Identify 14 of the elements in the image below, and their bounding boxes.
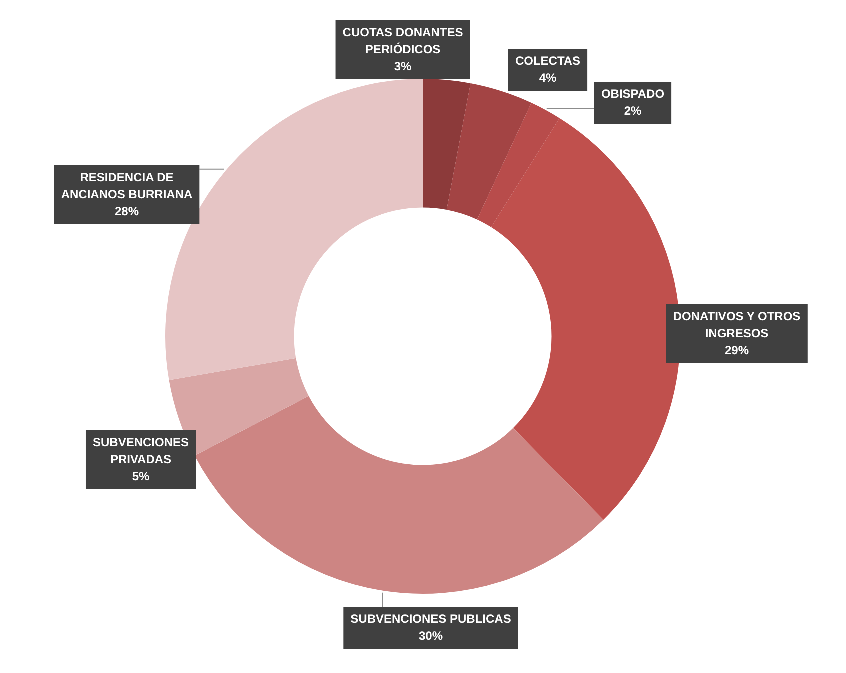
data-label: 29% [724, 343, 750, 358]
data-label: 5% [132, 469, 150, 484]
slice-label: RESIDENCIA DE ANCIANOS BURRIANA [61, 170, 193, 202]
data-label: 28% [114, 204, 140, 218]
data-label: 30% [418, 628, 444, 643]
slice-label: COLECTAS [515, 54, 581, 68]
slice-label: OBISPADO [601, 86, 665, 101]
slice-label: DONATIVOS Y OTROS INGRESOS [673, 309, 801, 340]
slice-label: CUOTAS DONANTES PERIÓDICOS [342, 25, 464, 56]
data-label: 4% [539, 70, 557, 85]
data-label: 3% [394, 59, 412, 74]
slice-label: SUBVENCIONES PRIVADAS [92, 435, 190, 466]
slice-label: SUBVENCIONES PUBLICAS [350, 612, 512, 626]
data-label: 2% [624, 104, 642, 118]
